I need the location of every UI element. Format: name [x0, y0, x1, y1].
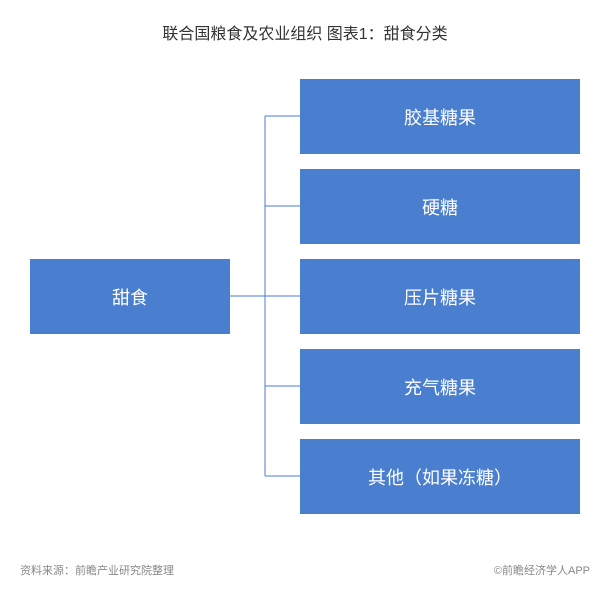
tree-diagram: 甜食 胶基糖果硬糖压片糖果充气糖果其他（如果冻糖） — [0, 59, 610, 559]
child-label: 充气糖果 — [404, 374, 476, 400]
child-label: 硬糖 — [422, 194, 458, 220]
child-label: 胶基糖果 — [404, 104, 476, 130]
child-node: 其他（如果冻糖） — [300, 439, 580, 514]
watermark: ©前瞻经济学人APP — [494, 562, 590, 578]
child-label: 其他（如果冻糖） — [368, 464, 512, 490]
child-node: 胶基糖果 — [300, 79, 580, 154]
child-node: 硬糖 — [300, 169, 580, 244]
child-label: 压片糖果 — [404, 284, 476, 310]
footer: 资料来源：前瞻产业研究院整理 ©前瞻经济学人APP — [0, 562, 610, 578]
root-label: 甜食 — [112, 284, 148, 310]
chart-title: 联合国粮食及农业组织 图表1：甜食分类 — [0, 0, 610, 44]
source-label: 资料来源：前瞻产业研究院整理 — [20, 562, 174, 578]
root-node: 甜食 — [30, 259, 230, 334]
connector-lines — [230, 59, 300, 559]
child-node: 充气糖果 — [300, 349, 580, 424]
child-node: 压片糖果 — [300, 259, 580, 334]
